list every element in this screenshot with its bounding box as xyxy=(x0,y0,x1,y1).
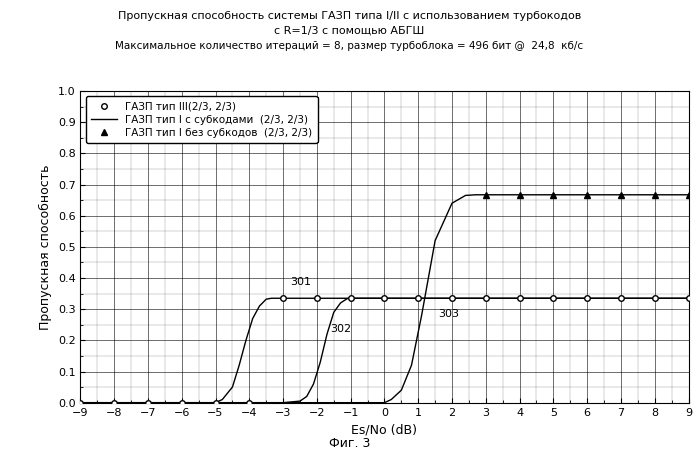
Line: ГАЗП тип III(2/3, 2/3): ГАЗП тип III(2/3, 2/3) xyxy=(78,295,691,405)
Y-axis label: Пропускная способность: Пропускная способность xyxy=(39,164,52,329)
ГАЗП тип III(2/3, 2/3) xyxy=(211,400,219,405)
ГАЗП тип I без субкодов  (2/3, 2/3) xyxy=(583,192,591,197)
Text: 303: 303 xyxy=(438,308,459,318)
ГАЗП тип I с субкодами  (2/3, 2/3) xyxy=(309,381,317,387)
ГАЗП тип I с субкодами  (2/3, 2/3) xyxy=(482,296,490,301)
ГАЗП тип III(2/3, 2/3) xyxy=(347,296,355,301)
ГАЗП тип III(2/3, 2/3) xyxy=(312,296,321,301)
ГАЗП тип III(2/3, 2/3) xyxy=(617,296,625,301)
Text: Максимальное количество итераций = 8, размер турбоблока = 496 бит @  24,8  кб/с: Максимальное количество итераций = 8, ра… xyxy=(115,41,584,51)
Text: 301: 301 xyxy=(290,278,311,288)
ГАЗП тип III(2/3, 2/3) xyxy=(279,296,287,301)
ГАЗП тип I с субкодами  (2/3, 2/3) xyxy=(316,359,324,365)
ГАЗП тип III(2/3, 2/3) xyxy=(515,296,524,301)
ГАЗП тип I без субкодов  (2/3, 2/3) xyxy=(617,192,625,197)
Text: 302: 302 xyxy=(331,324,352,334)
ГАЗП тип I с субкодами  (2/3, 2/3) xyxy=(211,400,219,405)
ГАЗП тип I с субкодами  (2/3, 2/3) xyxy=(178,400,186,405)
ГАЗП тип III(2/3, 2/3) xyxy=(684,296,693,301)
ГАЗП тип I с субкодами  (2/3, 2/3) xyxy=(651,296,659,301)
ГАЗП тип I без субкодов  (2/3, 2/3) xyxy=(515,192,524,197)
Line: ГАЗП тип I с субкодами  (2/3, 2/3): ГАЗП тип I с субкодами (2/3, 2/3) xyxy=(80,298,689,403)
ГАЗП тип I с субкодами  (2/3, 2/3) xyxy=(323,331,331,337)
ГАЗП тип I с субкодами  (2/3, 2/3) xyxy=(110,400,118,405)
ГАЗП тип I с субкодами  (2/3, 2/3) xyxy=(303,394,311,399)
ГАЗП тип III(2/3, 2/3) xyxy=(482,296,490,301)
ГАЗП тип I с субкодами  (2/3, 2/3) xyxy=(684,296,693,301)
ГАЗП тип I с субкодами  (2/3, 2/3) xyxy=(245,400,254,405)
Text: Фиг. 3: Фиг. 3 xyxy=(329,437,370,450)
ГАЗП тип I с субкодами  (2/3, 2/3) xyxy=(363,296,372,301)
Line: ГАЗП тип I без субкодов  (2/3, 2/3): ГАЗП тип I без субкодов (2/3, 2/3) xyxy=(482,191,692,198)
ГАЗП тип III(2/3, 2/3) xyxy=(414,296,422,301)
ГАЗП тип I без субкодов  (2/3, 2/3) xyxy=(549,192,558,197)
ГАЗП тип I с субкодами  (2/3, 2/3) xyxy=(144,400,152,405)
ГАЗП тип III(2/3, 2/3) xyxy=(651,296,659,301)
ГАЗП тип I с субкодами  (2/3, 2/3) xyxy=(515,296,524,301)
ГАЗП тип I с субкодами  (2/3, 2/3) xyxy=(380,296,389,301)
Legend: ГАЗП тип III(2/3, 2/3), ГАЗП тип I с субкодами  (2/3, 2/3), ГАЗП тип I без субко: ГАЗП тип III(2/3, 2/3), ГАЗП тип I с суб… xyxy=(85,96,317,143)
ГАЗП тип III(2/3, 2/3) xyxy=(583,296,591,301)
ГАЗП тип I с субкодами  (2/3, 2/3) xyxy=(617,296,625,301)
X-axis label: Es/No (dB): Es/No (dB) xyxy=(352,423,417,436)
ГАЗП тип III(2/3, 2/3) xyxy=(110,400,118,405)
ГАЗП тип III(2/3, 2/3) xyxy=(245,400,254,405)
Text: Пропускная способность системы ГАЗП типа I/II с использованием турбокодов: Пропускная способность системы ГАЗП типа… xyxy=(118,11,581,21)
Text: с R=1/3 с помощью АБГШ: с R=1/3 с помощью АБГШ xyxy=(275,25,424,35)
ГАЗП тип I с субкодами  (2/3, 2/3) xyxy=(350,296,358,301)
ГАЗП тип III(2/3, 2/3) xyxy=(549,296,558,301)
ГАЗП тип I с субкодами  (2/3, 2/3) xyxy=(347,296,355,301)
ГАЗП тип I с субкодами  (2/3, 2/3) xyxy=(448,296,456,301)
ГАЗП тип I с субкодами  (2/3, 2/3) xyxy=(296,399,304,404)
ГАЗП тип I с субкодами  (2/3, 2/3) xyxy=(330,309,338,315)
ГАЗП тип I с субкодами  (2/3, 2/3) xyxy=(414,296,422,301)
ГАЗП тип I без субкодов  (2/3, 2/3) xyxy=(651,192,659,197)
ГАЗП тип I с субкодами  (2/3, 2/3) xyxy=(353,296,361,301)
ГАЗП тип I с субкодами  (2/3, 2/3) xyxy=(336,300,345,306)
ГАЗП тип I без субкодов  (2/3, 2/3) xyxy=(482,192,490,197)
ГАЗП тип III(2/3, 2/3) xyxy=(380,296,389,301)
ГАЗП тип I с субкодами  (2/3, 2/3) xyxy=(549,296,558,301)
ГАЗП тип I с субкодами  (2/3, 2/3) xyxy=(279,400,287,405)
ГАЗП тип III(2/3, 2/3) xyxy=(448,296,456,301)
ГАЗП тип I без субкодов  (2/3, 2/3) xyxy=(684,192,693,197)
ГАЗП тип I с субкодами  (2/3, 2/3) xyxy=(76,400,85,405)
ГАЗП тип III(2/3, 2/3) xyxy=(178,400,186,405)
ГАЗП тип I с субкодами  (2/3, 2/3) xyxy=(343,296,352,301)
ГАЗП тип I с субкодами  (2/3, 2/3) xyxy=(583,296,591,301)
ГАЗП тип III(2/3, 2/3) xyxy=(76,400,85,405)
ГАЗП тип III(2/3, 2/3) xyxy=(144,400,152,405)
